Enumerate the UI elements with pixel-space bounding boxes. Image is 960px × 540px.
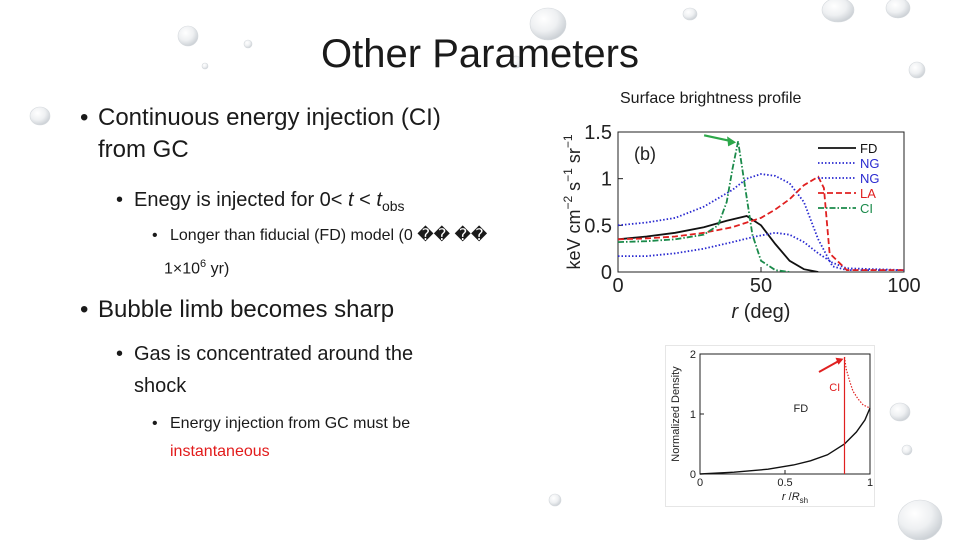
bullet-glyph: • bbox=[116, 189, 124, 211]
bullet-text: from GC bbox=[98, 136, 189, 163]
water-drop bbox=[529, 7, 567, 41]
bullet-text: Energy injection from GC must be bbox=[170, 415, 411, 432]
bullet-text: Gas is concentrated around the bbox=[134, 343, 414, 365]
water-drop bbox=[897, 499, 943, 540]
water-drop bbox=[29, 106, 51, 126]
x-tick-label: 100 bbox=[887, 275, 920, 297]
bullet-glyph: • bbox=[152, 415, 158, 432]
arrow-head bbox=[727, 136, 737, 147]
water-drop bbox=[889, 402, 911, 422]
legend-label: NG bbox=[860, 171, 880, 186]
x-tick-label: 0 bbox=[612, 275, 623, 297]
arrow-shaft bbox=[703, 134, 733, 143]
y-tick-label: 1.5 bbox=[584, 122, 612, 144]
x-tick-label: 0.5 bbox=[777, 477, 792, 489]
y-tick-label: 0 bbox=[690, 469, 696, 481]
surface-brightness-chart: 0 0.5 1 1.5 0 50 100 r (deg) keV cm−2 s−1 sr−1 (b… bbox=[561, 122, 921, 323]
density-figure: 0 1 2 0 0.5 1 Normalized Density r /Rsh FD CI bbox=[666, 346, 874, 506]
y-tick-label: 0.5 bbox=[584, 215, 612, 237]
legend-label: NG bbox=[860, 156, 880, 171]
series-line-ci bbox=[618, 141, 790, 272]
bullet-text: Enegy is injected for 0< bbox=[134, 189, 343, 211]
bullet-longer-than-fiducial: • Longer than fiducial (FD) model (0 �� �… bbox=[152, 222, 487, 283]
surface-brightness-heading: Surface brightness profile bbox=[620, 90, 802, 107]
var-tobs: t bbox=[376, 189, 382, 211]
label-ci: CI bbox=[829, 382, 840, 394]
water-drop bbox=[548, 493, 562, 507]
series-line-ng bbox=[618, 173, 904, 271]
water-drop bbox=[243, 39, 253, 49]
x-tick-label: 1 bbox=[867, 477, 873, 489]
legend-label: FD bbox=[860, 141, 877, 156]
bullet-glyph: • bbox=[116, 343, 124, 365]
bullet-text: shock bbox=[134, 375, 187, 397]
water-drop bbox=[908, 61, 926, 79]
bullet-sup: 6 bbox=[200, 258, 207, 270]
panel-label: (b) bbox=[634, 144, 656, 164]
arrow-head bbox=[835, 357, 844, 365]
bullet-text: Bubble limb becomes sharp bbox=[98, 296, 395, 323]
water-drop bbox=[821, 0, 855, 23]
bullet-text: Longer than fiducial (FD) model (0 �� �� bbox=[170, 227, 488, 244]
bullet-bubble-limb: • Bubble limb becomes sharp bbox=[80, 294, 394, 326]
density-chart: 0 1 2 0 0.5 1 Normalized Density r /Rsh FD CI bbox=[670, 349, 873, 505]
label-fd: FD bbox=[794, 403, 809, 415]
arrow-shaft bbox=[818, 359, 841, 373]
water-drop bbox=[682, 7, 698, 21]
series-line-ci bbox=[843, 356, 871, 409]
water-drop bbox=[901, 444, 913, 456]
bullet-text: Continuous energy injection (CI) bbox=[98, 104, 441, 131]
var-t: t bbox=[348, 189, 354, 211]
y-tick-label: 2 bbox=[690, 349, 696, 361]
water-drop bbox=[509, 55, 523, 69]
water-drop bbox=[201, 62, 209, 70]
x-axis-label: r /Rsh bbox=[782, 491, 808, 505]
var-tobs-sub: obs bbox=[381, 198, 405, 214]
less-than: < bbox=[359, 189, 371, 211]
bullet-glyph: • bbox=[80, 296, 89, 323]
legend-label: LA bbox=[860, 186, 876, 201]
bullet-text: 1×10 bbox=[164, 260, 201, 278]
bullet-gas-concentrated: • Gas is concentrated around the shock bbox=[116, 338, 413, 402]
series-line-fd bbox=[618, 215, 819, 272]
water-drop bbox=[885, 0, 911, 19]
bullet-glyph: • bbox=[80, 104, 89, 131]
bullet-continuous-injection: • Continuous energy injection (CI) from G… bbox=[80, 102, 441, 166]
series-line-fd bbox=[699, 407, 871, 475]
surface-brightness-figure: 0 0.5 1 1.5 0 50 100 r (deg) keV cm−2 s−1 sr−1 (b… bbox=[538, 112, 956, 330]
x-tick-label: 0 bbox=[697, 477, 703, 489]
bullet-text: yr) bbox=[206, 260, 230, 278]
series-line-ng bbox=[618, 231, 904, 271]
y-axis-label: Normalized Density bbox=[670, 366, 682, 462]
y-axis-label: keV cm−2 s−1 sr−1 bbox=[561, 134, 584, 269]
y-tick-label: 1 bbox=[601, 169, 612, 191]
water-drop bbox=[177, 25, 199, 47]
y-tick-label: 1 bbox=[690, 409, 696, 421]
series-line-la bbox=[618, 175, 904, 271]
bullet-text-highlight: instantaneous bbox=[170, 443, 270, 460]
y-tick-label: 0 bbox=[601, 262, 612, 284]
x-axis-label: r (deg) bbox=[732, 301, 791, 323]
x-tick-label: 50 bbox=[750, 275, 772, 297]
legend-label: CI bbox=[860, 201, 873, 216]
bullet-energy-injected: • Enegy is injected for 0< t < tobs bbox=[116, 184, 405, 222]
slide-title: Other Parameters bbox=[321, 32, 639, 76]
bullet-glyph: • bbox=[152, 227, 158, 244]
bullet-energy-instantaneous: • Energy injection from GC must be instan… bbox=[152, 410, 410, 466]
